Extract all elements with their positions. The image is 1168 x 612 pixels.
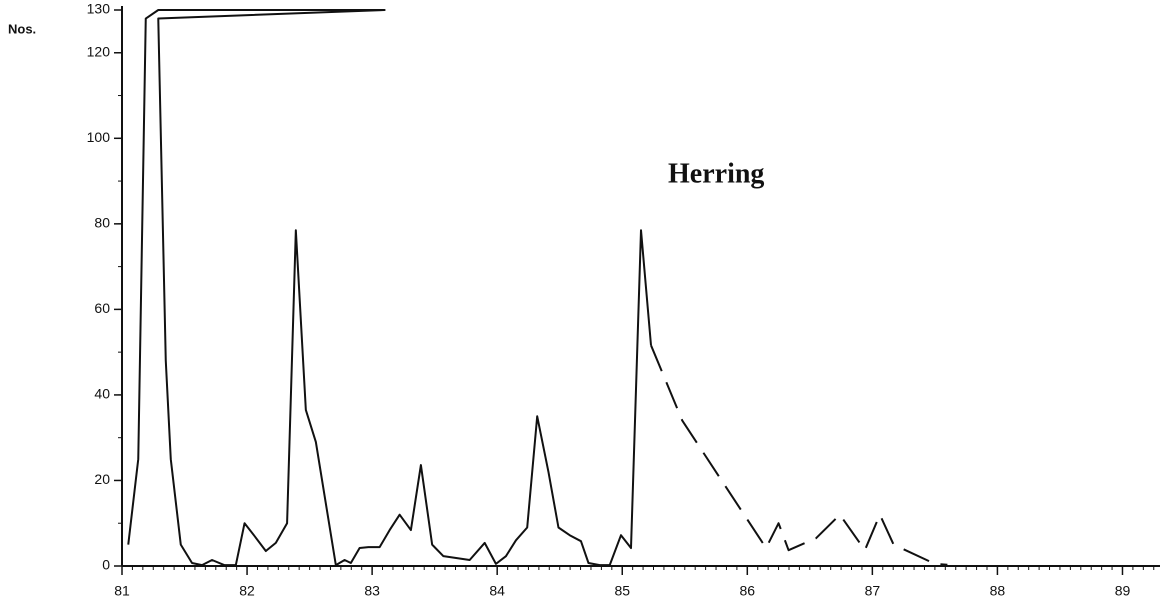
x-tick-label: 88 [990, 583, 1006, 599]
y-tick-label: 80 [94, 215, 110, 231]
x-tick-label: 89 [1115, 583, 1131, 599]
x-tick-label: 86 [740, 583, 756, 599]
data-line [650, 344, 948, 566]
annotation: Herring [668, 158, 764, 189]
x-tick-label: 81 [114, 583, 130, 599]
y-tick-label: 130 [87, 1, 111, 17]
y-tick-label: 20 [94, 471, 110, 487]
y-tick-label: 40 [94, 386, 110, 402]
y-tick-label: 120 [87, 43, 111, 59]
y-tick-label: 60 [94, 300, 110, 316]
x-tick-label: 82 [239, 583, 255, 599]
x-tick-label: 85 [614, 583, 630, 599]
x-tick-label: 87 [865, 583, 881, 599]
data-line [127, 9, 653, 567]
y-tick-label: 100 [87, 129, 111, 145]
x-tick-label: 84 [489, 583, 505, 599]
y-tick-label: 0 [102, 557, 110, 573]
x-tick-label: 83 [364, 583, 380, 599]
y-axis-label: Nos. [8, 21, 36, 36]
